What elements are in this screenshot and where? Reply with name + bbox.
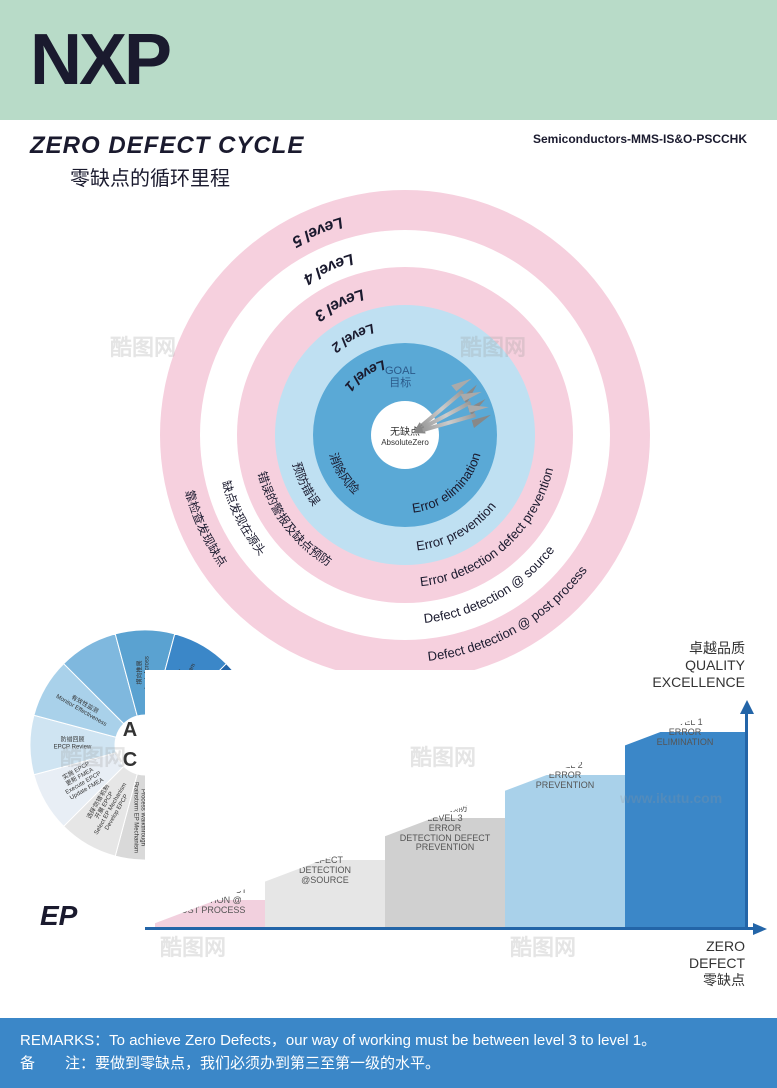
- target-labels: Level 5Level 4Level 3Level 2Level 1 靠检查发现…: [160, 190, 650, 680]
- remarks-line-2: 备 注：要做到零缺点，我们必须办到第三至第一级的水平。: [20, 1053, 757, 1076]
- title-english: ZERO DEFECT CYCLE: [30, 132, 304, 160]
- ramp-outline: [145, 670, 765, 930]
- svg-text:Level 3: Level 3: [311, 285, 366, 324]
- header-band: NXP: [0, 0, 777, 120]
- svg-text:错误的警报及缺点预防: 错误的警报及缺点预防: [255, 470, 335, 569]
- logo: NXP: [30, 19, 169, 101]
- svg-text:Level 1: Level 1: [342, 357, 388, 395]
- svg-text:消除风险: 消除风险: [326, 451, 362, 497]
- svg-text:Brainstorm EP Mechanism: Brainstorm EP Mechanism: [133, 782, 139, 853]
- svg-text:预防错误: 预防错误: [290, 461, 323, 509]
- ep-label: EP: [40, 900, 77, 932]
- svg-text:靠检查发现缺点: 靠检查发现缺点: [182, 488, 229, 569]
- zero-defect-label: ZERO DEFECT零缺点: [655, 938, 745, 988]
- svg-text:防错回顾: 防错回顾: [60, 736, 84, 744]
- svg-text:Level 2: Level 2: [329, 321, 377, 357]
- remarks-band: REMARKS：To achieve Zero Defects，our way …: [0, 1018, 777, 1088]
- title-row: ZERO DEFECT CYCLE 零缺点的循环里程 Semiconductor…: [0, 120, 777, 191]
- remarks-line-1: REMARKS：To achieve Zero Defects，our way …: [20, 1030, 757, 1053]
- svg-text:Level 4: Level 4: [300, 250, 355, 288]
- svg-text:Error elimination: Error elimination: [411, 451, 483, 516]
- title-chinese: 零缺点的循环里程: [70, 162, 304, 191]
- svg-text:EPCP Review: EPCP Review: [54, 745, 92, 751]
- title-subcode: Semiconductors-MMS-IS&O-PSCCHK: [533, 132, 747, 146]
- svg-text:Level 5: Level 5: [288, 213, 345, 250]
- target-diagram: 无缺点AbsoluteZeroGOAL目标Level 5Level 4Level…: [160, 190, 650, 680]
- quality-excellence-label: 卓越品质QUALITYEXCELLENCE: [652, 640, 745, 690]
- maturity-ramp: 靠检查发现缺点LEVEL 5 DEFECTDETECTION @POST PRO…: [145, 700, 745, 960]
